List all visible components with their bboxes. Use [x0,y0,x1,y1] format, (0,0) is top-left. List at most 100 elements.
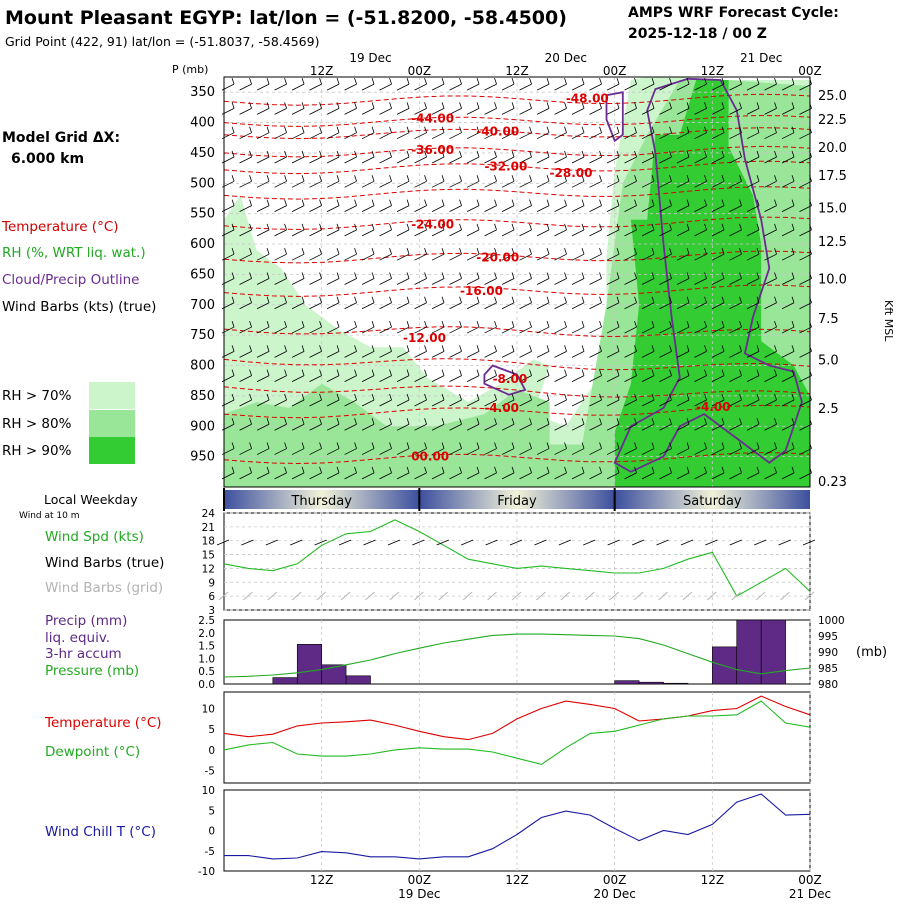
wind-barb [274,108,287,115]
wind-barb [781,423,795,431]
wind-barb [536,205,550,212]
grid-wind-barb [707,591,717,601]
temperature-contour-line [223,160,811,175]
height-tick-label: 15.0 [818,202,847,217]
wind-barb-flag [459,77,462,85]
wind-barb [554,351,567,358]
grid-wind-barb [218,591,229,601]
wind-barb-flag [284,393,287,401]
wind-barb-flag [354,102,357,109]
wind-barb-flag [511,150,515,158]
wind-barb [729,423,742,431]
wind-barb-flag [494,369,497,376]
height-tick-label: 22.5 [818,113,847,128]
wind-barb-flag [651,345,655,352]
panel-tick-label: -5 [205,766,215,778]
wind-barb-flag [389,102,392,109]
wind-barb-flag [459,272,462,279]
wind-barb-flag [616,102,620,109]
wind-barb-flag [371,272,375,279]
grid-wind-barb [243,591,253,601]
grid-wind-barb [804,591,815,601]
wind-barb [326,180,340,188]
wind-barb [396,180,410,188]
wind-barb-flag [336,223,340,231]
wind-barb [274,278,287,285]
wind-barb-flag [721,418,725,425]
wind-barb [379,423,392,431]
day-segment [614,490,810,509]
wind-barb-flag [336,442,340,449]
wind-barb-flag [669,248,672,255]
wind-barb [274,351,287,358]
wind-barb-flag [249,345,252,352]
wind-barb-flag [651,102,655,109]
wind-barb [606,448,620,455]
grid-wind-barb [633,591,644,601]
wind-barb-flag [371,199,375,206]
wind-barb [746,375,760,383]
wind-barb [274,253,287,261]
wind-barb-flag [581,102,585,109]
wind-barb [414,326,427,334]
wind-barb-flag [354,150,357,158]
wind-barb [729,472,742,480]
wind-barb [519,108,532,115]
wind-barb [659,399,672,407]
wind-barb-flag [284,248,287,255]
wind-barb [309,156,322,164]
wind-barb-flag [389,175,392,182]
wind-barb-flag [494,248,497,255]
wind-barb-flag [441,248,445,255]
wind-barb-flag [581,369,585,376]
wind-barb-flag [389,150,392,158]
precip-accum-label: 3-hr accum [45,646,122,662]
wind-barb [571,180,585,188]
wind-barb-flag [739,418,742,425]
page-title: Mount Pleasant EGYP: lat/lon = (-51.8200… [5,7,567,29]
wind-barb [449,399,462,407]
wind-barb [676,423,690,431]
wind-barb-flag [546,223,550,231]
wind-barb [711,351,725,358]
surface-wind-barb [216,539,230,546]
wind-barb [291,253,305,261]
outline-small [605,91,624,143]
wind-barb [641,375,655,383]
wind-barb-flag [756,248,760,255]
wind-barb [466,423,480,431]
wind-barb-flag [319,248,322,255]
wind-barb [256,229,270,237]
wind-barb-flag [756,418,760,425]
wind-barb [256,302,270,310]
wind-barb-flag [529,466,532,473]
wind-barb-flag [511,320,515,328]
wind-barb [501,302,515,310]
wind-barb [361,180,375,188]
wind-barb-flag [389,418,392,425]
wind-barb-flag [231,272,235,279]
wind-barb-flag [686,248,690,255]
wind-barb-flag [721,77,725,85]
grid-wind-barb [487,591,497,601]
wind-barb-flag [774,418,777,425]
wind-barb-flag [634,296,637,303]
wind-barb-flag [441,466,445,473]
wind-barb-flag [301,272,305,279]
wind-barb-flag [284,272,287,279]
temperature-label: Temperature (°C) [44,715,162,731]
wind-barb-flag [791,296,795,303]
cross-section-frame [223,76,811,488]
wind-barb-flag [529,175,532,182]
wind-barb-flag [669,199,672,206]
wind-barb [414,399,427,407]
wind-barb [554,375,567,383]
wind-chill-label: Wind Chill T (°C) [45,824,156,840]
wind-barb [501,423,515,431]
wind-barb [291,423,305,431]
wind-barb [274,448,287,455]
wind-barb-flag [774,102,777,109]
temperature-contour-label: -24.00 [411,218,454,232]
bottom-date-label: 21 Dec [789,887,831,900]
temperature-contour-line [223,114,811,127]
